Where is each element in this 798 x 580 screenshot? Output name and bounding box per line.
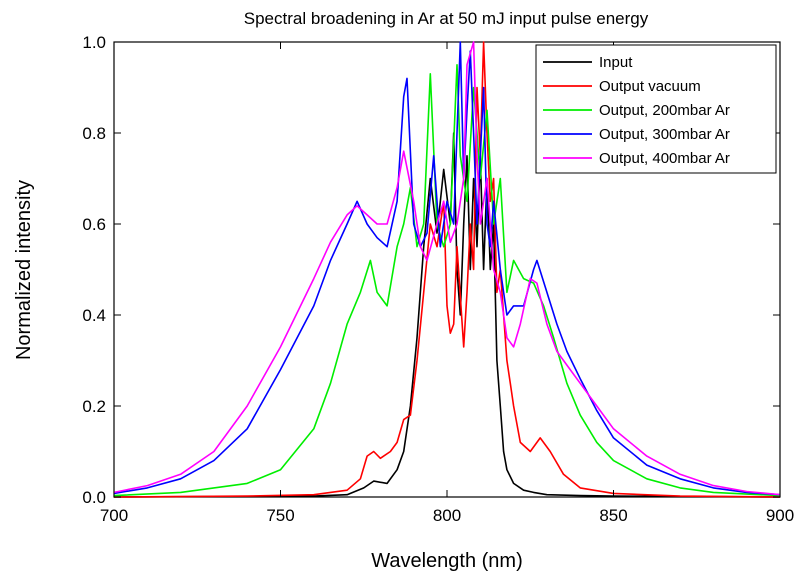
- y-axis-title: Normalized intensity: [13, 180, 35, 360]
- legend-label-3: Output, 300mbar Ar: [599, 126, 730, 143]
- series-line-2: [113, 64, 781, 497]
- x-axis-title: Wavelength (nm): [371, 550, 523, 572]
- y-tick-label: 0.4: [82, 306, 106, 325]
- x-tick-label: 750: [266, 506, 294, 525]
- series-layer: [113, 41, 781, 498]
- y-tick-label: 1.0: [82, 33, 106, 52]
- legend-label-4: Output, 400mbar Ar: [599, 150, 730, 167]
- chart-title: Spectral broadening in Ar at 50 mJ input…: [244, 9, 649, 28]
- x-tick-label: 800: [433, 506, 461, 525]
- legend: Input Output vacuum Output, 200mbar Ar Outp…: [535, 44, 777, 174]
- x-tick-label: 700: [100, 506, 128, 525]
- x-tick-label: 900: [766, 506, 794, 525]
- series-line-3: [113, 41, 781, 496]
- x-tick-label: 850: [599, 506, 627, 525]
- series-line-1: [113, 41, 781, 498]
- series-line-4: [113, 41, 781, 496]
- y-tick-label: 0.0: [82, 488, 106, 507]
- legend-box: [535, 44, 777, 174]
- y-tick-label: 0.6: [82, 215, 106, 234]
- y-tick-label: 0.8: [82, 124, 106, 143]
- legend-label-2: Output, 200mbar Ar: [599, 102, 730, 119]
- ticks-layer: 700 750 800 850 900 0.0 0.2 0.4 0.6 0.8 1.0: [82, 33, 794, 525]
- legend-label-1: Output vacuum: [599, 78, 701, 95]
- y-tick-label: 0.2: [82, 397, 106, 416]
- series-line-0: [113, 132, 781, 498]
- legend-label-0: Input: [599, 54, 633, 71]
